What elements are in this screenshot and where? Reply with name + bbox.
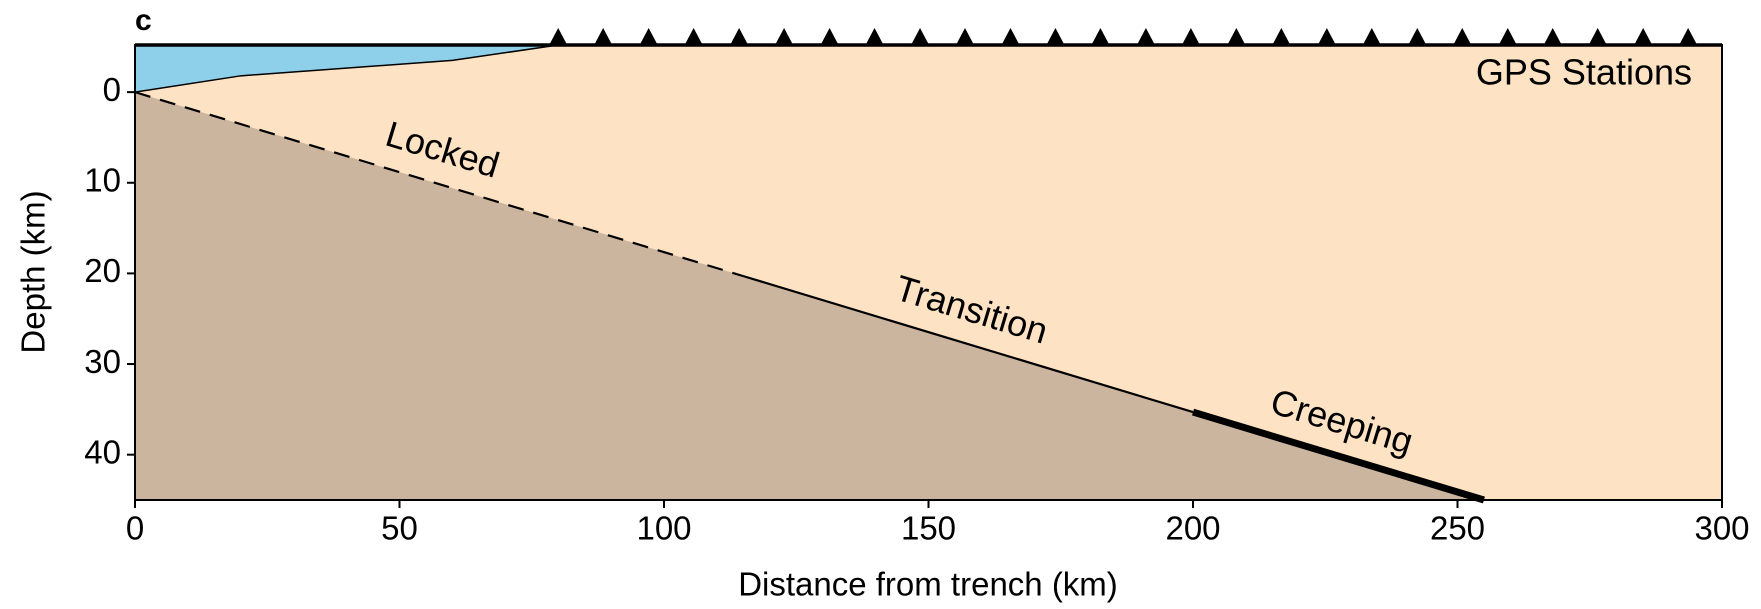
gps-station (956, 28, 975, 45)
x-tick-label: 150 (901, 510, 956, 547)
x-axis-label: Distance from trench (km) (738, 566, 1118, 603)
gps-station (911, 28, 930, 45)
gps-station (1453, 28, 1472, 45)
gps-station (820, 28, 839, 45)
gps-station (1408, 28, 1427, 45)
gps-station (1001, 28, 1020, 45)
gps-station (1046, 28, 1065, 45)
slab (135, 92, 1484, 501)
gps-station (549, 28, 568, 45)
fault-segment (743, 275, 1194, 414)
gps-station (730, 28, 749, 45)
gps-station (1634, 28, 1653, 45)
y-tick-label: 30 (84, 343, 121, 380)
water (135, 45, 559, 93)
gps-station (865, 28, 884, 45)
x-tick-label: 50 (381, 510, 418, 547)
gps-station (1136, 28, 1155, 45)
y-tick-label: 40 (84, 433, 121, 470)
gps-station (1679, 28, 1698, 45)
gps-station (1588, 28, 1607, 45)
fault-segment (134, 91, 744, 278)
y-tick-label: 10 (84, 161, 121, 198)
gps-station (1543, 28, 1562, 45)
x-tick-label: 300 (1694, 510, 1749, 547)
gps-station (1227, 28, 1246, 45)
gps-station (1317, 28, 1336, 45)
gps-station (639, 28, 658, 45)
y-tick-label: 20 (84, 252, 121, 289)
y-tick-label: 0 (103, 71, 121, 108)
gps-station (1272, 28, 1291, 45)
gps-station (1362, 28, 1381, 45)
gps-station (1181, 28, 1200, 45)
x-tick-label: 0 (126, 510, 144, 547)
x-tick-label: 100 (636, 510, 691, 547)
gps-station (1091, 28, 1110, 45)
seafloor (134, 44, 559, 93)
gps-station (1498, 28, 1517, 45)
gps-station (684, 28, 703, 45)
fault-segment (1191, 408, 1485, 504)
x-tick-label: 250 (1430, 510, 1485, 547)
x-tick-label: 200 (1165, 510, 1220, 547)
panel-label: c (135, 4, 152, 37)
gps-station (775, 28, 794, 45)
gps-station (594, 28, 613, 45)
station-label: GPS Stations (1476, 52, 1692, 93)
y-axis-label: Depth (km) (15, 190, 52, 353)
